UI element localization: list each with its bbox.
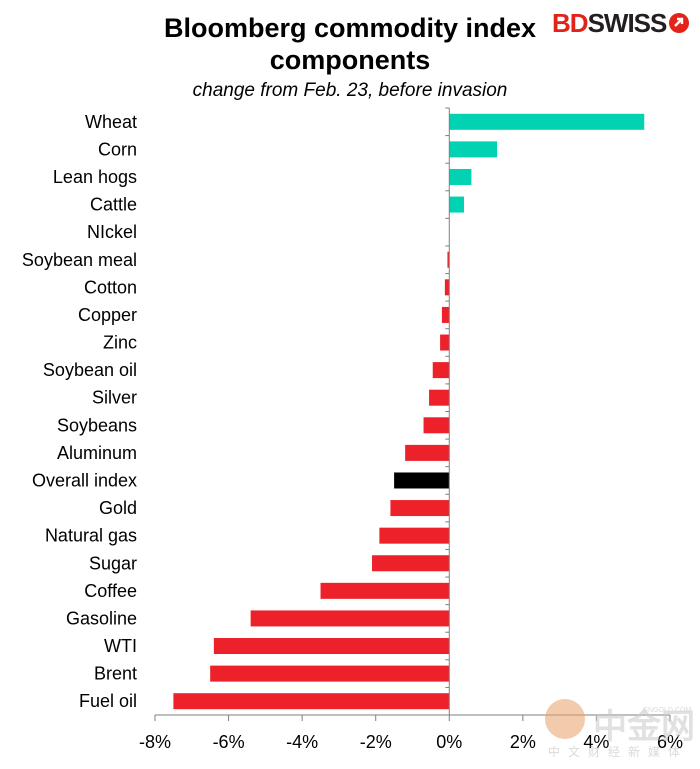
- x-tick-label: 2%: [510, 732, 536, 752]
- bar-copper: [441, 306, 450, 323]
- bar-wti: [213, 638, 450, 655]
- category-label-wti: WTI: [104, 636, 137, 656]
- bar-fuel-oil: [173, 693, 450, 710]
- category-label-aluminum: Aluminum: [57, 443, 137, 463]
- bar-silver: [429, 389, 450, 406]
- watermark-url-text: CNGOLD.COM: [643, 707, 692, 714]
- x-tick-label: 6%: [657, 732, 683, 752]
- category-label-cattle: Cattle: [90, 195, 137, 215]
- bar-cattle: [449, 196, 464, 213]
- watermark-main-text: 中金网: [593, 707, 695, 747]
- chart-subtitle: change from Feb. 23, before invasion: [192, 80, 508, 101]
- category-label-silver: Silver: [92, 388, 137, 408]
- logo-arrow-icon: [669, 13, 690, 33]
- x-tick-label: 4%: [583, 732, 609, 752]
- bar-natural-gas: [379, 527, 450, 544]
- bar-gasoline: [250, 610, 450, 627]
- bdswiss-logo: BD SWISS: [552, 4, 700, 42]
- bar-corn: [449, 141, 498, 158]
- bar-gold: [390, 500, 450, 517]
- bar-lean-hogs: [449, 168, 472, 185]
- cngold-watermark: 中金网 CNGOLD.COM 中文财经新媒体: [543, 697, 700, 769]
- category-label-gasoline: Gasoline: [66, 608, 137, 628]
- category-label-wheat: Wheat: [85, 112, 137, 132]
- category-label-coffee: Coffee: [84, 581, 137, 601]
- watermark-logo-icon: [545, 699, 585, 739]
- x-tick-label: -4%: [286, 732, 318, 752]
- category-label-natural-gas: Natural gas: [45, 526, 137, 546]
- chart-title-line-2: components: [269, 45, 431, 75]
- x-tick-label: -6%: [213, 732, 245, 752]
- bar-overall-index: [394, 472, 450, 489]
- bar-zinc: [440, 334, 450, 351]
- category-label-soybean-meal: Soybean meal: [22, 250, 137, 270]
- category-label-soybean-oil: Soybean oil: [43, 360, 137, 380]
- bar-soybean-meal: [447, 251, 450, 268]
- bar-brent: [210, 665, 450, 682]
- logo-text-bd: BD: [552, 7, 589, 38]
- category-label-sugar: Sugar: [89, 553, 137, 573]
- category-label-zinc: Zinc: [103, 333, 137, 353]
- bar-sugar: [372, 555, 450, 572]
- category-label-cotton: Cotton: [84, 277, 137, 297]
- bar-soybean-oil: [432, 362, 450, 379]
- category-label-lean-hogs: Lean hogs: [53, 167, 137, 187]
- watermark-sub-text: 中文财经新媒体: [548, 745, 689, 759]
- category-label-soybeans: Soybeans: [57, 415, 137, 435]
- chart-title: Bloomberg commodity index components: [0, 12, 700, 76]
- category-label-gold: Gold: [99, 498, 137, 518]
- bar-wheat: [449, 113, 645, 130]
- bar-coffee: [320, 582, 450, 599]
- bar-cotton: [444, 279, 450, 296]
- x-tick-label: -2%: [360, 732, 392, 752]
- category-label-overall-index: Overall index: [32, 470, 137, 490]
- category-label-nickel: NIckel: [87, 222, 137, 242]
- x-tick-label: 0%: [436, 732, 462, 752]
- x-tick-label: -8%: [139, 732, 171, 752]
- bar-soybeans: [423, 417, 450, 434]
- chart-title-line-1: Bloomberg commodity index: [163, 13, 537, 43]
- category-label-brent: Brent: [94, 664, 137, 684]
- category-label-corn: Corn: [98, 139, 137, 159]
- logo-text-swiss: SWISS: [587, 7, 668, 38]
- bar-aluminum: [405, 444, 450, 461]
- category-label-copper: Copper: [78, 305, 137, 325]
- category-label-fuel-oil: Fuel oil: [79, 691, 137, 711]
